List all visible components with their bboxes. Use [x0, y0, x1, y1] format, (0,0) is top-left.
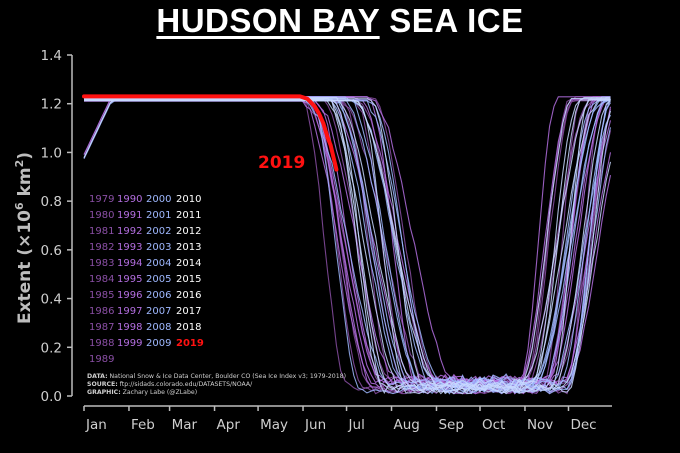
x-tick-label: Feb	[131, 417, 155, 433]
x-tick-label: Jan	[85, 417, 107, 433]
legend-entry-2017: 2017	[176, 306, 201, 317]
legend-entry-2019: 2019	[176, 338, 204, 349]
legend-entry-1992: 1992	[117, 226, 142, 237]
y-tick-label: 0.2	[41, 340, 62, 356]
legend-entry-2005: 2005	[146, 274, 171, 285]
y-tick-label: 1.0	[41, 145, 62, 161]
legend-entry-2013: 2013	[176, 242, 201, 253]
legend-entry-1997: 1997	[117, 306, 142, 317]
source-data-text: National Snow & Ice Data Center, Boulder…	[108, 373, 346, 380]
legend-entry-2009: 2009	[146, 338, 171, 349]
legend-entry-2000: 2000	[146, 194, 171, 205]
x-tick-label: Oct	[482, 417, 505, 433]
legend-entry-1981: 1981	[89, 226, 114, 237]
legend-entry-1987: 1987	[89, 322, 114, 333]
source-graphic-text: Zachary Labe (@ZLabe)	[121, 388, 197, 396]
source-ftp-line: SOURCE: ftp://sidads.colorado.edu/DATASE…	[87, 381, 253, 388]
x-tick-label: Dec	[570, 417, 596, 433]
annotation-2019: 2019	[258, 153, 305, 173]
x-tick-label: Mar	[172, 417, 198, 433]
legend-entry-2018: 2018	[176, 322, 201, 333]
legend-entry-1980: 1980	[89, 210, 114, 221]
source-data-line: DATA: National Snow & Ice Data Center, B…	[87, 373, 346, 380]
legend-entry-2004: 2004	[146, 258, 171, 269]
x-axis: Jan Feb Mar Apr May Jun Jul Aug Sep Oct Nov Dec	[83, 405, 612, 433]
legend-entry-1996: 1996	[117, 290, 142, 301]
chart-title: HUDSON BAY SEA ICE	[0, 2, 680, 40]
legend-entry-1995: 1995	[117, 274, 142, 285]
legend-entry-1985: 1985	[89, 290, 114, 301]
legend-entry-1991: 1991	[117, 210, 142, 221]
source-ftp-label: SOURCE:	[87, 381, 118, 388]
y-tick-label: 0.6	[41, 243, 62, 259]
legend-entry-1998: 1998	[117, 322, 142, 333]
x-tick-label: May	[260, 417, 288, 433]
legend-entry-1999: 1999	[117, 338, 142, 349]
legend-entry-2015: 2015	[176, 274, 201, 285]
y-axis: 0.0 0.2 0.4 0.6 0.8 1.0 1.2 1.4	[41, 48, 73, 405]
x-tick-label: Nov	[527, 417, 553, 433]
x-tick-label: Aug	[394, 417, 420, 433]
source-data-label: DATA:	[87, 373, 108, 380]
y-axis-label: Extent (×106 km2)	[13, 152, 35, 324]
legend-entry-2014: 2014	[176, 258, 201, 269]
legend-entry-1982: 1982	[89, 242, 114, 253]
series-lines	[82, 94, 612, 395]
x-tick-label: Jul	[348, 417, 365, 433]
legend-entry-2012: 2012	[176, 226, 201, 237]
x-tick-label: Jun	[304, 417, 326, 433]
legend-entry-2003: 2003	[146, 242, 171, 253]
legend-entry-2016: 2016	[176, 290, 201, 301]
legend-entry-1979: 1979	[89, 194, 114, 205]
x-tick-label: Sep	[438, 417, 463, 433]
legend-entry-2008: 2008	[146, 322, 171, 333]
sources-block: DATA: National Snow & Ice Data Center, B…	[87, 373, 346, 396]
legend-entry-1984: 1984	[89, 274, 114, 285]
y-tick-label: 0.0	[41, 389, 62, 405]
legend: 1979 1980 1981 1982 1983 1984 1985 1986 1987 1988…	[89, 194, 204, 365]
y-tick-label: 1.4	[41, 48, 62, 64]
chart-title-highlight: HUDSON BAY	[156, 2, 380, 39]
legend-entry-2006: 2006	[146, 290, 171, 301]
source-ftp-text: ftp://sidads.colorado.edu/DATASETS/NOAA/	[118, 381, 253, 388]
series-line-2019	[82, 94, 339, 172]
legend-entry-2001: 2001	[146, 210, 171, 221]
series-line-2018	[84, 100, 611, 395]
legend-entry-1986: 1986	[89, 306, 114, 317]
legend-entry-1989: 1989	[89, 354, 114, 365]
source-graphic-label: GRAPHIC:	[87, 389, 121, 396]
source-graphic-line: GRAPHIC: Zachary Labe (@ZLabe)	[87, 388, 197, 396]
y-tick-label: 1.2	[41, 97, 62, 113]
legend-entry-2011: 2011	[176, 210, 201, 221]
legend-entry-1994: 1994	[117, 258, 142, 269]
legend-entry-1983: 1983	[89, 258, 114, 269]
legend-entry-2007: 2007	[146, 306, 171, 317]
legend-entry-1993: 1993	[117, 242, 142, 253]
y-tick-label: 0.4	[41, 292, 62, 308]
legend-entry-1990: 1990	[117, 194, 142, 205]
legend-entry-2002: 2002	[146, 226, 171, 237]
legend-entry-1988: 1988	[89, 338, 114, 349]
y-tick-label: 0.8	[41, 194, 62, 210]
x-tick-label: Apr	[217, 417, 241, 433]
chart-title-rest: SEA ICE	[389, 2, 524, 39]
legend-entry-2010: 2010	[176, 194, 201, 205]
